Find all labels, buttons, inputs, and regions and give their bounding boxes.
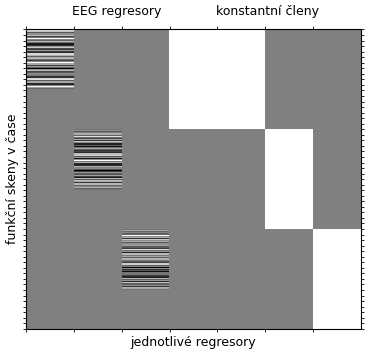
Text: EEG regresory: EEG regresory	[72, 5, 161, 17]
Text: konstantní členy: konstantní členy	[216, 5, 319, 17]
Y-axis label: funkční skeny v čase: funkční skeny v čase	[6, 114, 18, 244]
X-axis label: jednotlivé regresory: jednotlivé regresory	[131, 337, 256, 349]
